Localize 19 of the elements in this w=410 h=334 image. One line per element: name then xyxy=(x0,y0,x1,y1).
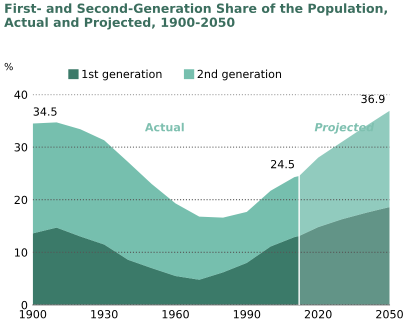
x-tick-label: 1930 xyxy=(91,310,118,318)
annotation: Actual xyxy=(144,122,184,132)
y-tick-label: 0 xyxy=(22,300,28,310)
y-tick-label: 30 xyxy=(14,143,28,152)
chart-title: First- and Second-Generation Share of the Population, Actual and Projected, 1900-2050 xyxy=(4,3,387,30)
legend-label: 2nd generation xyxy=(198,70,282,80)
annotation: 24.5 xyxy=(271,160,294,168)
x-tick-label: 2020 xyxy=(304,310,332,318)
y-tick-label: 20 xyxy=(14,196,28,204)
x-tick-label: 1960 xyxy=(162,310,189,318)
y-tick-label: 10 xyxy=(15,248,28,257)
y-tick-label: 40 xyxy=(14,90,28,99)
x-tick-label: 2050 xyxy=(376,310,403,318)
x-tick-label: 1900 xyxy=(20,310,46,318)
legend-label: 1st generation xyxy=(82,70,162,80)
annotation: 36.9 xyxy=(361,94,385,104)
y-axis-title: % xyxy=(4,62,13,70)
annotation: 34.5 xyxy=(34,107,57,116)
x-tick-label: 1990 xyxy=(234,310,260,318)
